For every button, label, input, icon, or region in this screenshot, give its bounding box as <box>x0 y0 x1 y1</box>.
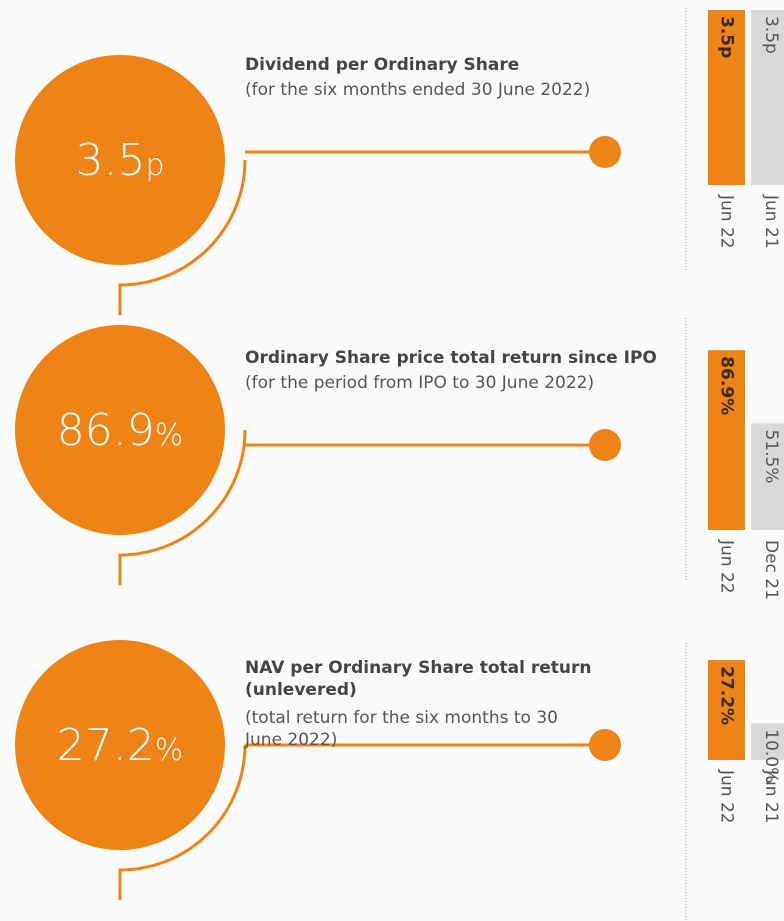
connector-dot <box>589 729 621 761</box>
value-label: 10.0% <box>761 729 781 783</box>
kpi-subtitle: (for the six months ended 30 June 2022) <box>245 80 591 100</box>
bar <box>708 350 745 530</box>
kpi-value: 86.9% <box>57 405 183 456</box>
value-label: 3.5p <box>717 16 737 58</box>
bar <box>751 723 784 760</box>
kpi-subtitle: (total return for the six months to 30 J… <box>245 708 558 750</box>
kpi-unit: % <box>155 733 184 768</box>
kpi-subtitle: (for the period from IPO to 30 June 2022… <box>245 373 595 393</box>
kpi-title: Dividend per Ordinary Share <box>245 55 520 75</box>
value-label: 27.2% <box>717 666 737 725</box>
value-label: 51.5% <box>761 429 781 483</box>
value-label: 86.9% <box>717 356 737 415</box>
category-label: Jun 22 <box>717 769 737 824</box>
connector <box>118 429 600 585</box>
category-label: Dec 21 <box>761 540 781 600</box>
kpi-value: 3.5p <box>75 135 164 186</box>
bar <box>708 660 745 760</box>
kpi-circle <box>15 640 225 850</box>
value-label: 3.5p <box>761 16 781 54</box>
bar <box>708 10 745 185</box>
kpi-unit: % <box>155 418 184 453</box>
bar <box>751 423 784 530</box>
kpi-circle <box>15 55 225 265</box>
connector <box>118 743 600 900</box>
connector-dot <box>589 429 621 461</box>
kpi-number: 86.9 <box>57 405 155 456</box>
kpi-title: NAV per Ordinary Share total return (unl… <box>245 658 592 700</box>
kpi-unit: p <box>145 148 164 183</box>
kpi-number: 3.5 <box>75 135 145 186</box>
bar <box>751 10 784 185</box>
category-label: Jun 21 <box>761 769 781 824</box>
connector <box>118 150 600 315</box>
kpi-number: 27.2 <box>57 720 155 771</box>
kpi-value: 27.2% <box>57 720 183 771</box>
connector-dot <box>589 136 621 168</box>
category-label: Jun 22 <box>717 194 737 249</box>
category-label: Jun 22 <box>717 539 737 594</box>
kpi-circle <box>15 325 225 535</box>
category-label: Jun 21 <box>761 194 781 249</box>
kpi-title: Ordinary Share price total return since … <box>245 348 657 368</box>
